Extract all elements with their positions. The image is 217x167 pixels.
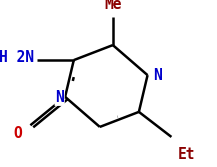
Text: Me: Me	[104, 0, 122, 12]
Text: H 2N: H 2N	[0, 50, 34, 65]
Text: N: N	[55, 90, 64, 105]
Text: Et: Et	[178, 147, 196, 162]
Text: O: O	[13, 126, 22, 141]
Text: N: N	[153, 68, 162, 83]
